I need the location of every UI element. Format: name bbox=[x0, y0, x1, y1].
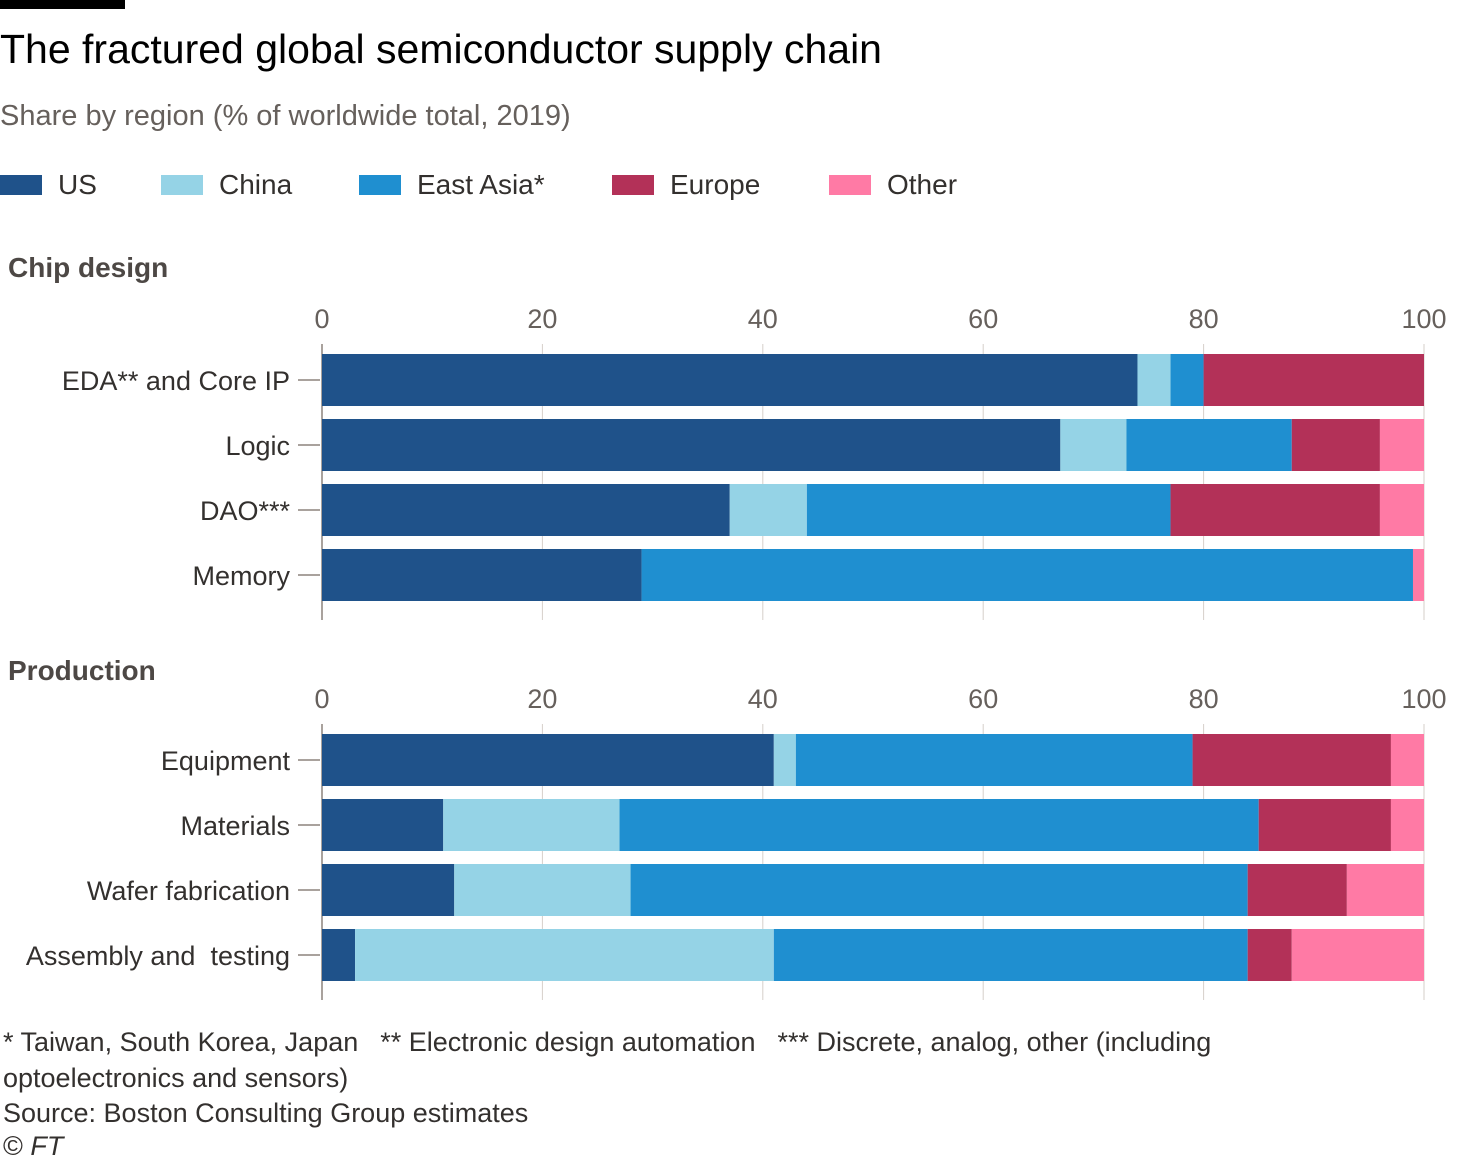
bar-wafer-fabrication-europe bbox=[1247, 864, 1347, 916]
legend-swatch-europe bbox=[612, 175, 654, 195]
legend-label-us: US bbox=[58, 169, 97, 200]
x-tick-label-100: 100 bbox=[1401, 684, 1446, 714]
footnote-eda: ** Electronic design automation bbox=[380, 1027, 756, 1057]
bar-logic-other bbox=[1379, 419, 1424, 471]
bar-materials-us bbox=[322, 799, 444, 851]
x-tick-label-40: 40 bbox=[748, 684, 778, 714]
legend-swatch-china bbox=[161, 175, 203, 195]
x-tick-label-100: 100 bbox=[1401, 304, 1446, 334]
footnote-dao-line2: optoelectronics and sensors) bbox=[3, 1063, 349, 1093]
legend-label-other: Other bbox=[887, 169, 958, 200]
bar-equipment-us bbox=[322, 734, 774, 786]
bar-assembly-and-testing-east-asia bbox=[773, 929, 1248, 981]
category-label-wafer-fabrication: Wafer fabrication bbox=[87, 876, 290, 906]
bar-logic-china bbox=[1060, 419, 1127, 471]
category-label-dao: DAO*** bbox=[200, 496, 291, 526]
x-tick-label-80: 80 bbox=[1189, 304, 1219, 334]
footnote-east-asia: * Taiwan, South Korea, Japan bbox=[3, 1027, 359, 1057]
bar-dao-other bbox=[1379, 484, 1424, 536]
x-tick-label-60: 60 bbox=[968, 304, 998, 334]
bar-materials-china bbox=[443, 799, 620, 851]
x-tick-label-40: 40 bbox=[748, 304, 778, 334]
legend-item-east-asia: East Asia* bbox=[359, 168, 545, 202]
category-label-eda-and-core-ip: EDA** and Core IP bbox=[62, 366, 290, 396]
bar-eda-and-core-ip-east-asia bbox=[1170, 354, 1204, 406]
bar-eda-and-core-ip-us bbox=[322, 354, 1138, 406]
bar-eda-and-core-ip-europe bbox=[1203, 354, 1424, 406]
legend-swatch-east-asia bbox=[359, 175, 401, 195]
legend-label-east-asia: East Asia* bbox=[417, 169, 545, 200]
x-tick-label-60: 60 bbox=[968, 684, 998, 714]
x-tick-label-80: 80 bbox=[1189, 684, 1219, 714]
bar-equipment-europe bbox=[1192, 734, 1391, 786]
production-chart: 0 20 40 60 80 100 Equipment Materials Wafer fabr… bbox=[26, 684, 1447, 1000]
bar-equipment-other bbox=[1390, 734, 1424, 786]
bar-materials-europe bbox=[1258, 799, 1391, 851]
category-label-memory: Memory bbox=[192, 561, 290, 591]
bar-logic-us bbox=[322, 419, 1061, 471]
bar-assembly-and-testing-china bbox=[355, 929, 774, 981]
legend-item-us: US bbox=[0, 168, 97, 202]
legend-item-other: Other bbox=[829, 168, 957, 202]
bar-dao-europe bbox=[1170, 484, 1380, 536]
legend: US China East Asia* Europe Other bbox=[0, 168, 1000, 202]
category-label-materials: Materials bbox=[180, 811, 290, 841]
copyright: © FT bbox=[3, 1131, 63, 1162]
bar-logic-europe bbox=[1291, 419, 1380, 471]
bar-wafer-fabrication-us bbox=[322, 864, 455, 916]
source-note: Source: Boston Consulting Group estimate… bbox=[3, 1098, 529, 1128]
legend-swatch-us bbox=[0, 175, 42, 195]
section-title-production: Production bbox=[8, 655, 156, 686]
bar-dao-east-asia bbox=[806, 484, 1171, 536]
legend-label-europe: Europe bbox=[670, 169, 761, 200]
bar-assembly-and-testing-europe bbox=[1247, 929, 1292, 981]
category-label-logic: Logic bbox=[225, 431, 290, 461]
x-tick-label-20: 20 bbox=[527, 684, 557, 714]
bar-materials-east-asia bbox=[619, 799, 1259, 851]
bar-dao-china bbox=[729, 484, 807, 536]
category-label-equipment: Equipment bbox=[161, 746, 291, 776]
footnote-dao-line1: *** Discrete, analog, other (including bbox=[777, 1027, 1212, 1057]
bar-wafer-fabrication-other bbox=[1346, 864, 1424, 916]
brand-top-bar bbox=[0, 0, 125, 9]
bar-dao-us bbox=[322, 484, 730, 536]
bar-wafer-fabrication-east-asia bbox=[630, 864, 1248, 916]
legend-item-china: China bbox=[161, 168, 292, 202]
bar-materials-other bbox=[1390, 799, 1424, 851]
chart-subtitle: Share by region (% of worldwide total, 2… bbox=[0, 100, 571, 132]
x-tick-label-0: 0 bbox=[314, 304, 329, 334]
bar-eda-and-core-ip-china bbox=[1137, 354, 1171, 406]
section-title-chip-design: Chip design bbox=[8, 252, 169, 283]
legend-item-europe: Europe bbox=[612, 168, 760, 202]
legend-swatch-other bbox=[829, 175, 871, 195]
bar-equipment-east-asia bbox=[795, 734, 1193, 786]
bar-assembly-and-testing-us bbox=[322, 929, 356, 981]
copyright-symbol: © bbox=[3, 1131, 23, 1161]
x-tick-label-20: 20 bbox=[527, 304, 557, 334]
bar-memory-east-asia bbox=[641, 549, 1413, 601]
x-tick-label-0: 0 bbox=[314, 684, 329, 714]
bar-logic-east-asia bbox=[1126, 419, 1292, 471]
copyright-brand: FT bbox=[30, 1131, 64, 1161]
bar-memory-other bbox=[1412, 549, 1424, 601]
bar-equipment-china bbox=[773, 734, 796, 786]
bar-wafer-fabrication-china bbox=[454, 864, 631, 916]
category-label-assembly-and-testing: Assembly and testing bbox=[26, 941, 290, 971]
legend-label-china: China bbox=[219, 169, 293, 200]
chip-design-chart: 0 20 40 60 80 100 EDA** and Core IP Logic DAO***… bbox=[62, 304, 1447, 620]
chart-title: The fractured global semiconductor suppl… bbox=[0, 26, 882, 72]
bar-memory-us bbox=[322, 549, 642, 601]
footnotes: * Taiwan, South Korea, Japan ** Electroni… bbox=[3, 1024, 1211, 1096]
bar-assembly-and-testing-other bbox=[1291, 929, 1424, 981]
